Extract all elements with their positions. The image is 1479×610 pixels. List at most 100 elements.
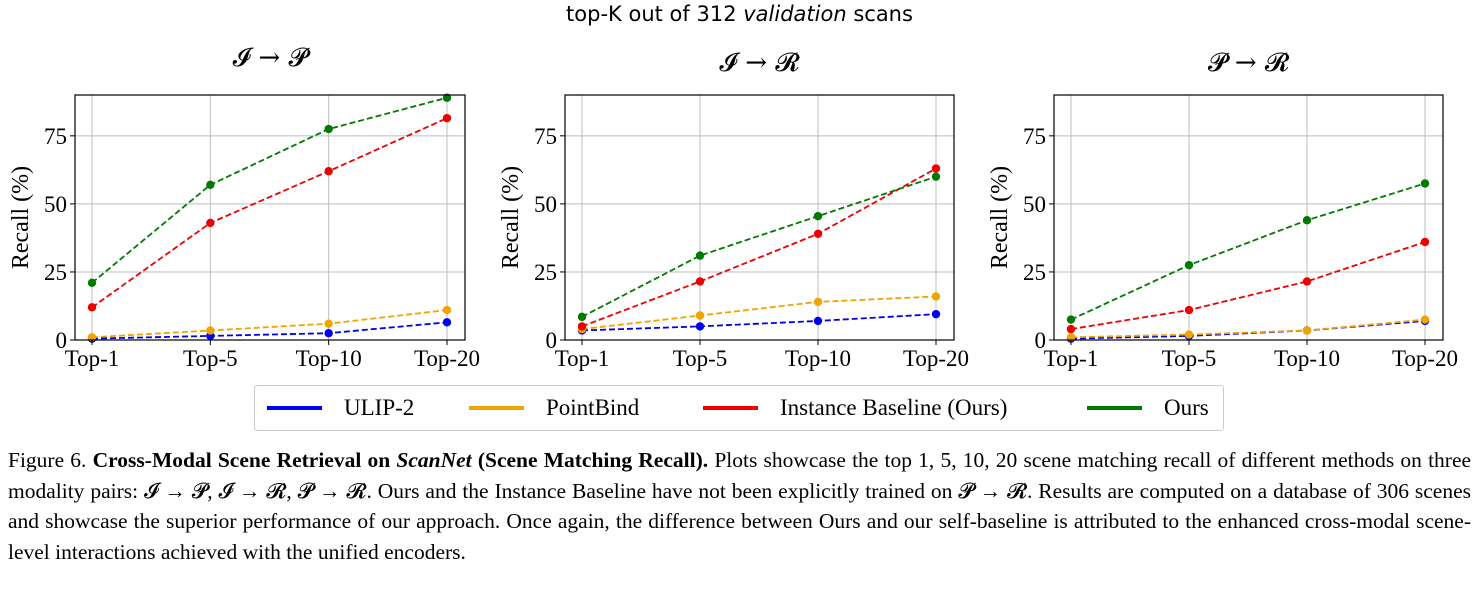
y-tick-label: 25: [1023, 260, 1046, 285]
data-point-ours: [87, 278, 97, 288]
data-point-instance-baseline-ours: [577, 322, 587, 331]
data-point-pointbind: [87, 333, 97, 342]
figure-title-suffix: scans: [853, 2, 913, 26]
data-point-instance-baseline-ours: [1184, 305, 1194, 315]
legend-label-ulip2: ULIP-2: [344, 395, 415, 420]
data-point-pointbind: [695, 311, 705, 320]
data-point-ours: [324, 124, 333, 134]
data-point-ulip-2: [813, 316, 823, 326]
series-line-instance-baseline-ours: [581, 167, 937, 328]
x-tick-label: Top-20: [903, 346, 969, 371]
figure-title-prefix: top-K out of 312: [566, 2, 737, 26]
x-tick-label: Top-1: [555, 346, 610, 371]
x-tick-label: Top-1: [65, 346, 120, 371]
data-point-instance-baseline-ours: [206, 218, 215, 228]
x-tick-label: Top-10: [1274, 346, 1340, 371]
x-tick-label: Top-5: [1162, 346, 1217, 371]
data-point-ulip-2: [931, 309, 941, 319]
data-point-ulip-2: [695, 322, 705, 331]
data-point-instance-baseline-ours: [1302, 277, 1312, 286]
data-point-instance-baseline-ours: [931, 164, 941, 173]
y-tick-label: 75: [534, 124, 557, 149]
x-tick-label: Top-10: [296, 346, 362, 371]
series-line-ours: [1070, 182, 1426, 321]
y-tick-label: 75: [44, 124, 67, 149]
data-point-pointbind: [442, 305, 452, 315]
caption-body: Plots showcase the top 1, 5, 10, 20 scen…: [8, 448, 1472, 564]
y-tick-label: 0: [546, 328, 558, 353]
data-point-instance-baseline-ours: [813, 229, 823, 239]
series-line-ours: [581, 175, 937, 318]
legend-swatch-ours: [1087, 406, 1142, 410]
figure-title: top-K out of 312 validation scans: [0, 2, 1479, 26]
series-line-ours: [91, 96, 448, 284]
data-point-ulip-2: [324, 328, 333, 338]
data-point-ours: [1066, 315, 1076, 324]
legend: ULIP-2 PointBind Instance Baseline (Ours…: [254, 385, 1224, 431]
series-line-instance-baseline-ours: [91, 117, 448, 309]
data-point-ours: [813, 211, 823, 221]
caption-bold-subtitle: (Scene Matching Recall).: [477, 448, 709, 472]
data-point-instance-baseline-ours: [695, 277, 705, 286]
legend-swatch-instance-baseline: [703, 406, 758, 410]
series-line-instance-baseline-ours: [1070, 241, 1426, 330]
x-tick-label: Top-10: [785, 346, 851, 371]
y-tick-label: 50: [534, 192, 557, 217]
caption-figure-number: Figure 6.: [8, 448, 87, 472]
data-point-ours: [442, 93, 452, 102]
y-tick-label: 0: [1035, 328, 1047, 353]
series-line-ulip-2: [1070, 320, 1426, 340]
legend-item-instance-baseline: Instance Baseline (Ours): [703, 386, 1007, 430]
y-tick-label: 50: [44, 192, 67, 217]
data-point-ours: [577, 312, 587, 322]
x-tick-label: Top-1: [1044, 346, 1099, 371]
data-point-ours: [931, 172, 941, 181]
data-point-instance-baseline-ours: [442, 113, 452, 123]
chart-title: 𝓘 → 𝓡: [719, 48, 800, 78]
series-line-pointbind: [91, 309, 448, 339]
x-tick-label: Top-20: [1392, 346, 1458, 371]
axes-frame: [1053, 94, 1444, 341]
data-point-ours: [1184, 260, 1194, 270]
legend-label-ours: Ours: [1164, 395, 1209, 420]
y-tick-label: 75: [1023, 124, 1046, 149]
data-point-pointbind: [1066, 333, 1076, 342]
legend-label-instance-baseline: Instance Baseline (Ours): [780, 395, 1008, 420]
chart-panel-1: 0 25 50 75 Top-1 Top-5 Top-10 Top-20 Recall (%) 𝓘…: [8, 43, 480, 371]
data-point-ours: [206, 180, 215, 190]
data-point-pointbind: [206, 326, 215, 335]
legend-label-pointbind: PointBind: [546, 395, 640, 420]
data-point-ours: [695, 251, 705, 260]
data-point-ulip-2: [442, 318, 452, 327]
y-tick-label: 0: [56, 328, 68, 353]
caption-dataset-name: ScanNet: [396, 448, 472, 472]
data-point-ours: [1302, 216, 1312, 225]
data-point-pointbind: [813, 297, 823, 307]
data-point-pointbind: [1420, 315, 1430, 324]
x-tick-label: Top-5: [673, 346, 728, 371]
legend-item-pointbind: PointBind: [469, 386, 639, 430]
data-point-instance-baseline-ours: [87, 303, 97, 312]
data-point-instance-baseline-ours: [1066, 324, 1076, 334]
data-point-pointbind: [1184, 330, 1194, 339]
data-point-instance-baseline-ours: [324, 167, 333, 176]
chart-panel-3: 0 25 50 75 Top-1 Top-5 Top-10 Top-20 Recall (%) 𝓟…: [987, 48, 1458, 371]
data-point-ours: [1420, 179, 1430, 188]
y-tick-label: 50: [1023, 192, 1046, 217]
y-axis-label: Recall (%): [987, 166, 1013, 269]
series-line-pointbind: [1070, 318, 1426, 339]
series-line-ulip-2: [91, 321, 448, 340]
figure-caption: Figure 6. Cross-Modal Scene Retrieval on…: [8, 445, 1471, 567]
data-point-pointbind: [931, 292, 941, 301]
chart-title: 𝓟 → 𝓡: [1208, 48, 1290, 78]
caption-bold-title: Cross-Modal Scene Retrieval on: [92, 448, 391, 472]
axes-frame: [564, 94, 955, 341]
axes-frame: [74, 94, 466, 341]
figure-title-emphasis: validation: [743, 2, 847, 26]
legend-item-ours: Ours: [1087, 386, 1209, 430]
data-point-instance-baseline-ours: [1420, 237, 1430, 247]
legend-swatch-ulip2: [267, 406, 322, 410]
series-line-ulip-2: [581, 313, 937, 332]
chart-panel-2: 0 25 50 75 Top-1 Top-5 Top-10 Top-20 Recall (%) 𝓘…: [498, 48, 969, 371]
